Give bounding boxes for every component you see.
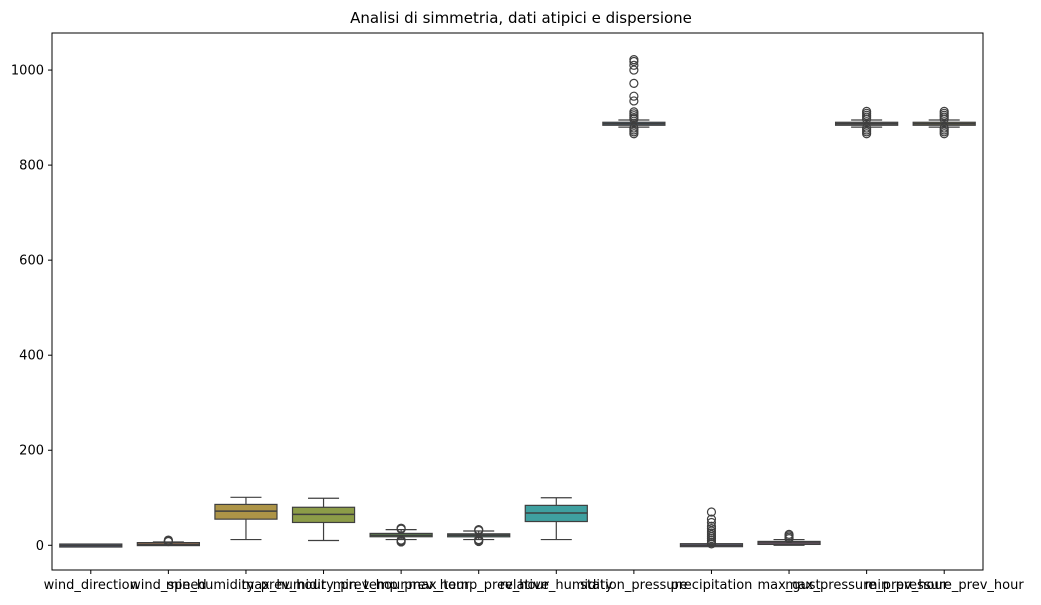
outlier-point	[474, 534, 484, 545]
y-tick-label: 200	[19, 444, 44, 459]
y-tick-label: 400	[19, 349, 44, 364]
chart-title: Analisi di simmetria, dati atipici e dis…	[350, 9, 692, 27]
box-max_temp_prev_hour	[447, 525, 511, 547]
box-min_temp_prev_hour	[369, 523, 433, 547]
outlier-point	[862, 123, 872, 133]
outlier-point	[862, 106, 872, 117]
outlier-point	[939, 106, 949, 117]
y-tick-label: 800	[19, 159, 44, 174]
box-max_humidity_prev_hour	[291, 497, 356, 542]
outlier-point	[706, 507, 717, 517]
x-tick-label: max_temp_prev_hour	[408, 578, 549, 593]
box-max_gust	[757, 529, 821, 546]
plot-content	[59, 55, 976, 549]
outlier-point	[629, 60, 639, 70]
outlier-point	[629, 96, 639, 106]
outlier-point	[706, 524, 717, 534]
plot-frame	[51, 32, 984, 571]
x-tick-label: station_pressure	[580, 578, 687, 593]
x-tick-label: min_temp_prev_hour	[333, 578, 470, 593]
y-axis: 0 200 400 600 800 1000	[11, 64, 52, 554]
x-tick-label: wind_direction	[44, 578, 138, 593]
x-tick-label: max_humidity_prev_hour	[242, 578, 407, 593]
outlier-point	[629, 78, 639, 88]
box-relative_humidity	[524, 497, 588, 541]
box-min_pressure_prev_hour	[912, 106, 976, 139]
box-precipitation	[679, 507, 744, 549]
outlier-point	[629, 123, 639, 133]
outlier-point	[706, 517, 717, 528]
outlier-point	[784, 529, 794, 539]
outlier-point	[163, 535, 173, 545]
x-tick-label: wind_speed	[130, 578, 207, 593]
outlier-point	[629, 55, 639, 65]
outlier-point	[629, 107, 639, 117]
x-tick-label: min_pressure_prev_hour	[865, 578, 1025, 593]
x-tick-label: relative_humidity	[500, 578, 613, 593]
outlier-point	[629, 91, 639, 101]
outlier-point	[396, 535, 406, 545]
outlier-point	[939, 123, 949, 133]
y-tick-label: 0	[36, 539, 44, 554]
outlier-point	[396, 523, 406, 533]
y-tick-label: 1000	[11, 64, 44, 79]
x-tick-label: max_gust	[757, 578, 820, 593]
outlier-point	[706, 514, 717, 524]
x-tick-label: precipitation	[671, 578, 753, 593]
box-wind_speed	[136, 535, 201, 547]
outlier-point	[474, 525, 484, 535]
box-station_pressure	[602, 55, 666, 139]
x-axis: wind_directionwind_speedmin_humidity_pre…	[44, 570, 1025, 593]
x-tick-label: max_pressure_prev_hour	[785, 578, 948, 593]
box-wind_direction	[59, 543, 123, 548]
x-tick-label: min_humidity_prev_hour	[166, 578, 327, 593]
y-tick-label: 600	[19, 254, 44, 269]
box-max_pressure_prev_hour	[834, 106, 899, 139]
outlier-point	[706, 521, 717, 531]
box-min_humidity_prev_hour	[214, 496, 278, 541]
